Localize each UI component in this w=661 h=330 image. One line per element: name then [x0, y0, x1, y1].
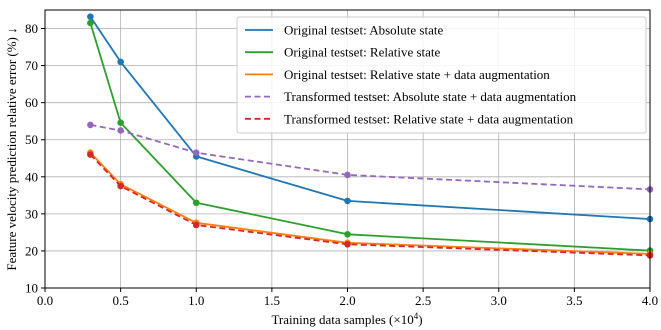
y-tick-label: 50	[25, 132, 38, 147]
data-point	[87, 19, 94, 27]
data-point	[87, 121, 94, 129]
x-axis-label: Training data samples (×104)	[271, 311, 422, 327]
series-layer	[87, 13, 654, 259]
series-line	[89, 153, 651, 257]
y-tick-label: 30	[25, 206, 38, 221]
legend-label: Transformed testset: Absolute state + da…	[284, 89, 577, 104]
y-tick-label: 70	[25, 58, 38, 73]
data-point	[87, 151, 94, 158]
y-tick-label: 60	[25, 95, 38, 110]
y-tick-label: 10	[25, 281, 38, 296]
x-tick-label: 1.5	[264, 293, 280, 308]
series-3	[87, 149, 654, 258]
y-axis-label: Feature velocity prediction relative err…	[4, 27, 19, 270]
x-tick-labels: 0.0 0.5 1.0 1.5 2.0 2.5 3.0 3.5 4.0	[37, 288, 658, 308]
x-tick-label: 3.5	[566, 293, 582, 308]
legend-entry: Original testset: Absolute state	[245, 23, 443, 38]
legend-entry: Original testset: Relative state + data …	[245, 67, 550, 82]
legend-label: Original testset: Absolute state	[284, 23, 443, 38]
legend-label: Transformed testset: Relative state + da…	[284, 111, 574, 126]
data-point	[192, 149, 200, 157]
series-line	[89, 152, 651, 255]
x-tick-label: 3.0	[491, 293, 507, 308]
series-4	[87, 121, 654, 193]
y-tick-labels: 10 20 30 40 50 60 70 80	[25, 21, 45, 296]
data-point	[192, 221, 200, 229]
series-5	[87, 151, 654, 259]
legend-label: Original testset: Relative state + data …	[284, 67, 550, 82]
data-point	[344, 171, 351, 179]
x-tick-label: 0.5	[113, 293, 129, 308]
data-point	[117, 119, 124, 126]
x-tick-label: 2.0	[339, 293, 355, 308]
data-point	[117, 182, 124, 190]
y-tick-label: 20	[25, 243, 38, 258]
data-point	[192, 199, 200, 207]
legend-entry: Original testset: Relative state	[245, 45, 441, 60]
data-point	[117, 127, 124, 134]
x-tick-label: 4.0	[642, 293, 658, 308]
x-tick-label: 2.5	[415, 293, 431, 308]
legend: Original testset: Absolute state Original…	[236, 16, 647, 134]
legend-entry: Transformed testset: Relative state + da…	[245, 111, 574, 126]
data-point	[87, 13, 94, 20]
data-point	[344, 240, 351, 248]
y-tick-label: 80	[25, 21, 38, 36]
series-2	[87, 19, 654, 254]
data-point	[344, 197, 351, 205]
y-tick-label: 40	[25, 169, 38, 184]
legend-label: Original testset: Relative state	[284, 45, 441, 60]
legend-entry: Transformed testset: Absolute state + da…	[245, 89, 577, 104]
x-tick-label: 0.0	[37, 293, 53, 308]
legend-frame	[236, 16, 647, 134]
data-point	[117, 58, 124, 66]
x-tick-label: 1.0	[188, 293, 204, 308]
data-point	[344, 230, 351, 238]
